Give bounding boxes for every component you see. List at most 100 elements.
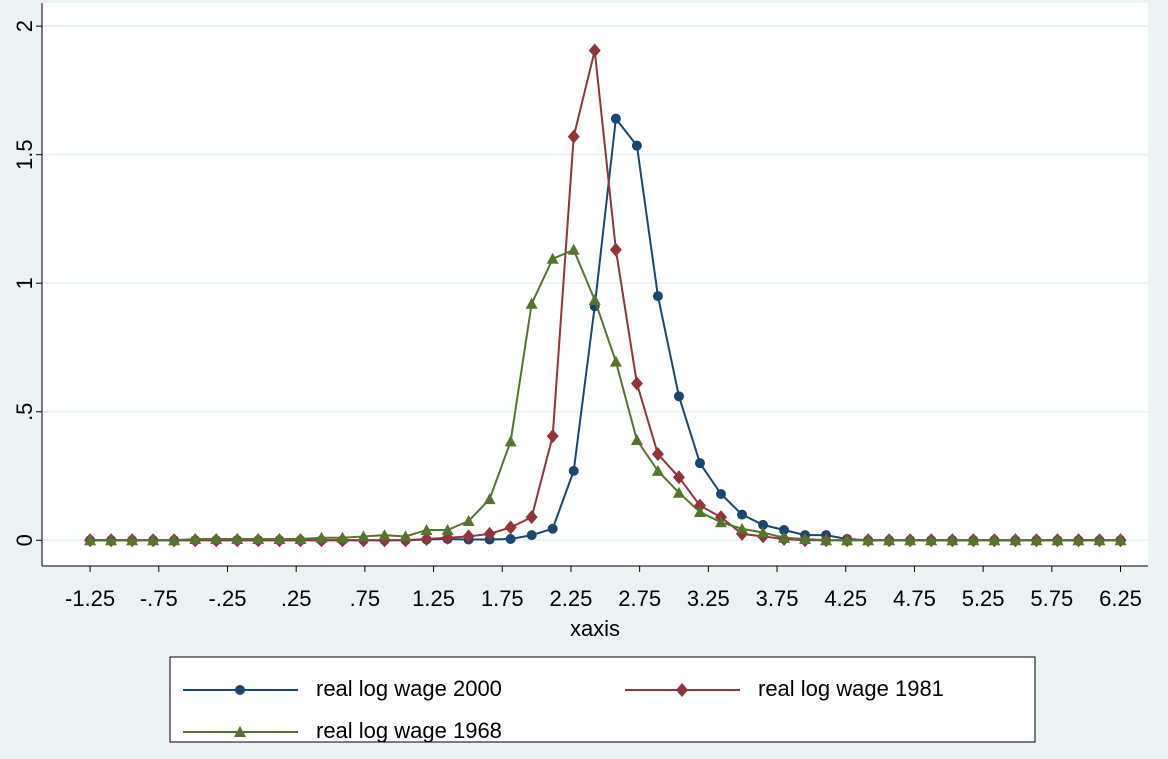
marker [567, 243, 580, 255]
marker [651, 447, 664, 462]
marker [84, 534, 97, 546]
marker [672, 470, 685, 485]
marker [1093, 534, 1106, 546]
marker [189, 533, 202, 545]
marker [799, 533, 812, 545]
marker [546, 429, 559, 444]
marker [651, 464, 664, 476]
marker [1009, 534, 1022, 546]
marker [588, 293, 601, 305]
marker [315, 531, 328, 543]
marker [546, 252, 559, 264]
marker [609, 355, 622, 367]
x-axis-label: xaxis [570, 616, 620, 641]
x-tick-label: 5.25 [962, 586, 1005, 611]
marker [273, 533, 286, 545]
x-tick-label: -.75 [140, 586, 178, 611]
marker [105, 534, 118, 546]
legend-label: real log wage 1981 [758, 676, 944, 701]
marker [526, 530, 537, 541]
x-tick-label: -1.25 [65, 586, 115, 611]
marker [525, 510, 538, 525]
marker [904, 534, 917, 546]
marker [820, 534, 833, 546]
marker [462, 529, 475, 544]
marker [252, 533, 265, 545]
legend-box [169, 656, 1036, 743]
marker [504, 435, 517, 447]
marker [1072, 534, 1085, 546]
x-tick-label: 1.25 [412, 586, 455, 611]
marker [715, 489, 726, 500]
x-tick-label: 2.25 [550, 586, 593, 611]
x-tick-label: .75 [350, 586, 381, 611]
marker [988, 534, 1001, 546]
series-line [90, 248, 1121, 542]
marker [693, 506, 706, 518]
marker [609, 242, 622, 257]
marker [630, 434, 643, 446]
marker [126, 534, 139, 546]
marker [862, 534, 875, 546]
y-tick-label: 1 [12, 277, 37, 289]
x-tick-label: 1.75 [481, 586, 524, 611]
marker [399, 530, 412, 542]
marker [588, 43, 601, 58]
marker [694, 458, 705, 469]
legend-label: real log wage 2000 [316, 676, 502, 701]
marker [567, 129, 580, 144]
x-tick-label: -.25 [209, 586, 247, 611]
marker [357, 530, 370, 542]
x-tick-label: 5.75 [1030, 586, 1073, 611]
x-tick-label: .25 [281, 586, 312, 611]
legend: real log wage 2000 real log wage 1981 real… [169, 656, 1036, 743]
marker [483, 493, 496, 505]
marker [505, 534, 516, 545]
x-tick-label: 3.25 [687, 586, 730, 611]
marker [946, 534, 959, 546]
marker [525, 297, 538, 309]
y-tick-label: 0 [12, 534, 37, 546]
marker [925, 534, 938, 546]
marker [736, 522, 749, 534]
legend-label: real log wage 1968 [316, 718, 502, 743]
marker [568, 465, 579, 476]
marker [779, 525, 790, 536]
marker [1051, 534, 1064, 546]
marker [631, 140, 642, 151]
marker [336, 531, 349, 543]
legend-marker [234, 726, 246, 737]
marker [1030, 534, 1043, 546]
marker [462, 515, 475, 527]
marker [757, 526, 770, 538]
marker [737, 509, 748, 520]
marker [652, 291, 663, 302]
y-tick-label: 1.5 [12, 139, 37, 170]
marker [714, 516, 727, 528]
marker [168, 534, 181, 546]
x-tick-label: 3.75 [756, 586, 799, 611]
y-tick-label: .5 [12, 403, 37, 421]
marker [841, 534, 854, 546]
marker [504, 520, 517, 535]
x-tick-label: 2.75 [618, 586, 661, 611]
marker [1114, 534, 1127, 546]
x-tick-label: 4.25 [824, 586, 867, 611]
marker [672, 486, 685, 498]
marker [883, 534, 896, 546]
legend-marker [676, 683, 688, 697]
marker [758, 519, 769, 530]
marker [673, 391, 684, 402]
marker [630, 376, 643, 391]
marker [210, 533, 223, 545]
marker [378, 529, 391, 541]
plot-area [42, 3, 1148, 566]
marker [231, 533, 244, 545]
x-tick-label: 6.25 [1099, 586, 1142, 611]
marker [778, 531, 791, 543]
marker [420, 524, 433, 536]
marker [547, 523, 558, 534]
marker [967, 534, 980, 546]
marker [483, 526, 496, 541]
